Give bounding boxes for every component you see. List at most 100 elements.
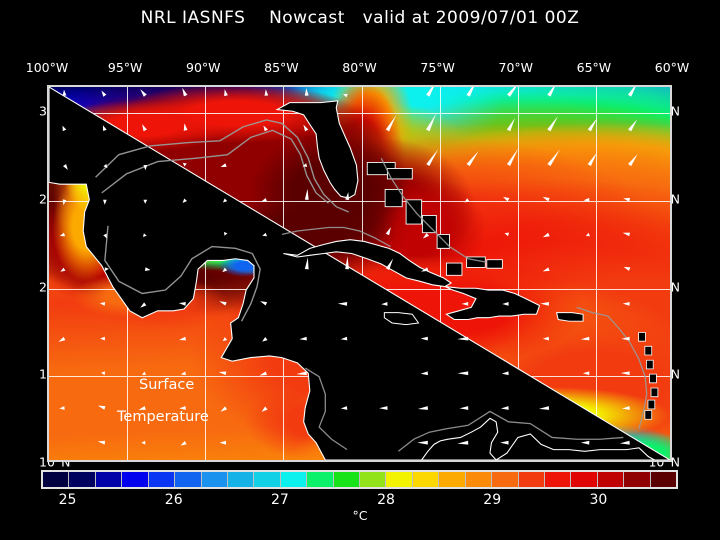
- current-vector: [101, 90, 106, 96]
- lon-tick-65W: 65°W: [577, 60, 612, 75]
- current-vector: [305, 257, 309, 269]
- colorbar-cell-5: [175, 472, 201, 487]
- current-vector: [223, 337, 227, 341]
- colorbar-tick-27: 27: [271, 492, 289, 508]
- current-vector: [63, 126, 67, 132]
- current-vector: [622, 406, 630, 410]
- current-vector: [263, 125, 268, 131]
- current-vector: [179, 302, 186, 306]
- colorbar-cell-0: [43, 472, 69, 487]
- colorbar-cell-19: [545, 472, 571, 487]
- current-vector: [223, 198, 227, 202]
- current-vector: [184, 123, 188, 130]
- current-vector: [262, 337, 267, 342]
- current-vector: [143, 233, 147, 237]
- current-vector: [467, 87, 478, 97]
- current-vector: [621, 371, 630, 375]
- current-vector: [426, 87, 437, 97]
- current-vector: [299, 337, 306, 341]
- current-vector: [262, 406, 268, 411]
- current-vector: [426, 149, 438, 166]
- current-vector: [183, 163, 187, 167]
- current-vector: [386, 227, 391, 235]
- colorbar-cell-16: [466, 472, 492, 487]
- current-vector: [141, 441, 145, 445]
- current-vector: [222, 268, 227, 272]
- current-vector: [386, 259, 393, 270]
- colorbar-cell-6: [202, 472, 228, 487]
- current-vector: [547, 87, 556, 97]
- current-vector: [588, 118, 598, 131]
- current-vector: [221, 163, 227, 167]
- current-vector: [628, 154, 637, 166]
- map-panel[interactable]: Surface Temperature: [47, 85, 672, 462]
- current-vector: [501, 406, 509, 410]
- current-vector: [386, 115, 396, 131]
- current-vector: [262, 233, 267, 236]
- current-vector: [261, 198, 267, 202]
- colorbar-cell-17: [492, 472, 518, 487]
- current-vector: [296, 371, 307, 375]
- colorbar-cell-9: [281, 472, 307, 487]
- current-vector: [60, 233, 65, 237]
- current-vector: [417, 441, 428, 445]
- current-vector: [628, 87, 638, 97]
- lon-tick-60W: 60°W: [655, 60, 690, 75]
- colorbar-tick-30: 30: [589, 492, 607, 508]
- current-vector: [143, 165, 147, 170]
- current-vector: [142, 124, 147, 131]
- current-vector: [464, 198, 469, 202]
- current-vector: [265, 89, 269, 96]
- current-vector: [539, 406, 549, 410]
- current-vector: [505, 233, 510, 237]
- colorbar-cell-15: [439, 472, 465, 487]
- colorbar-cell-3: [122, 472, 148, 487]
- current-vector: [547, 150, 560, 167]
- current-vector: [507, 118, 515, 131]
- current-vector: [623, 233, 630, 237]
- current-vector: [583, 198, 589, 202]
- colorbar[interactable]: [41, 470, 678, 489]
- colorbar-tick-28: 28: [377, 492, 395, 508]
- current-vector: [345, 192, 349, 200]
- lon-tick-80W: 80°W: [342, 60, 377, 75]
- current-vector: [457, 441, 468, 445]
- current-vector: [507, 148, 518, 166]
- colorbar-tick-29: 29: [483, 492, 501, 508]
- colorbar-cell-23: [651, 472, 676, 487]
- current-vector: [547, 116, 558, 131]
- current-vector: [500, 441, 508, 445]
- current-vector: [98, 406, 106, 410]
- colorbar-cell-13: [386, 472, 412, 487]
- current-vector: [183, 199, 187, 204]
- lon-tick-70W: 70°W: [498, 60, 533, 75]
- colorbar-tick-26: 26: [165, 492, 183, 508]
- current-vector: [381, 302, 387, 306]
- colorbar-cell-14: [413, 472, 439, 487]
- colorbar-cell-8: [254, 472, 280, 487]
- current-vector: [60, 268, 65, 272]
- current-vector: [457, 337, 468, 341]
- current-vector: [620, 441, 630, 445]
- colorbar-cell-1: [69, 472, 95, 487]
- current-vector: [581, 337, 590, 341]
- current-vector: [303, 125, 308, 132]
- current-vector: [628, 119, 637, 131]
- current-vector: [462, 302, 468, 306]
- colorbar-cell-22: [624, 472, 650, 487]
- current-vector: [623, 198, 630, 202]
- current-vector: [179, 337, 186, 341]
- colorbar-cell-2: [96, 472, 122, 487]
- current-vector: [421, 267, 428, 271]
- current-vector: [100, 302, 105, 306]
- current-vector: [503, 197, 509, 202]
- current-vector: [624, 267, 631, 271]
- current-vector: [219, 301, 226, 305]
- current-vector: [341, 337, 348, 341]
- current-vector: [182, 88, 187, 97]
- current-vector: [343, 94, 348, 97]
- current-vector: [588, 152, 597, 166]
- current-vector: [63, 90, 67, 96]
- current-vector: [502, 371, 509, 375]
- lon-tick-95W: 95°W: [108, 60, 143, 75]
